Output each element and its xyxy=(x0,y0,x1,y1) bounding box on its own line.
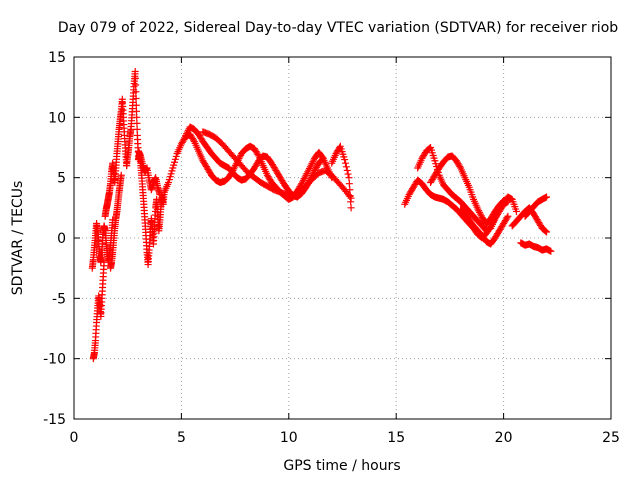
data-point xyxy=(512,207,520,215)
data-point xyxy=(504,212,512,220)
series-seg-late-b xyxy=(414,144,520,235)
y-tick-label: 5 xyxy=(57,171,66,187)
data-point xyxy=(309,158,317,166)
data-point xyxy=(499,198,507,206)
x-tick-label: 15 xyxy=(387,430,405,446)
y-tick-label: -15 xyxy=(43,412,66,428)
y-axis-label: SDTVAR / TECUs xyxy=(10,181,26,296)
series-seg-early-d xyxy=(107,171,125,272)
data-point xyxy=(503,214,511,222)
data-point xyxy=(183,130,191,138)
data-point xyxy=(133,107,141,115)
data-point xyxy=(346,192,354,200)
data-point xyxy=(254,150,262,158)
x-tick-label: 25 xyxy=(602,430,620,446)
series-seg-main-c xyxy=(199,128,355,202)
y-tick-label: 0 xyxy=(57,231,66,247)
x-tick-label: 10 xyxy=(280,430,298,446)
data-point xyxy=(318,155,326,163)
data-point xyxy=(231,163,239,171)
data-point xyxy=(182,131,190,139)
data-point xyxy=(343,166,351,174)
series-seg-dip-upper xyxy=(134,147,164,199)
x-tick-label: 5 xyxy=(177,430,186,446)
data-point xyxy=(319,154,327,162)
data-point xyxy=(341,156,349,164)
data-point xyxy=(541,227,549,235)
data-point xyxy=(133,119,141,127)
data-point xyxy=(345,174,353,182)
x-axis-label: GPS time / hours xyxy=(283,458,400,474)
data-point xyxy=(189,136,197,144)
data-point xyxy=(347,198,355,206)
series-seg-late-c xyxy=(427,152,508,228)
data-point xyxy=(345,180,353,188)
series-seg-main-a xyxy=(160,130,336,203)
series-seg-early-c xyxy=(101,95,131,220)
data-point xyxy=(476,208,484,216)
grid xyxy=(74,57,611,419)
x-tick-label: 0 xyxy=(70,430,79,446)
data-point xyxy=(100,258,108,266)
data-point xyxy=(299,178,307,186)
y-tick-label: 10 xyxy=(48,110,66,126)
data-point xyxy=(305,166,313,174)
data-point xyxy=(342,163,350,171)
data-point xyxy=(301,173,309,181)
data-point xyxy=(302,171,310,179)
data-point xyxy=(542,227,550,235)
x-tick-label: 20 xyxy=(495,430,513,446)
y-tick-label: 15 xyxy=(48,50,66,66)
series-seg-tail-1 xyxy=(328,142,355,212)
data-point xyxy=(476,210,484,218)
series-seg-late-d xyxy=(457,205,512,248)
data-point xyxy=(133,113,141,121)
data-point xyxy=(456,163,464,171)
data-point xyxy=(335,144,343,152)
data-point xyxy=(183,128,191,136)
data-point xyxy=(474,205,482,213)
series-seg-dip xyxy=(134,150,168,269)
data-point xyxy=(307,161,315,169)
data-point xyxy=(132,101,140,109)
data-point xyxy=(132,88,140,96)
data-point xyxy=(347,204,355,212)
chart-title: Day 079 of 2022, Sidereal Day-to-day VTE… xyxy=(58,20,618,36)
data-point xyxy=(308,159,316,167)
data-point xyxy=(131,74,139,82)
data-point xyxy=(344,170,352,178)
y-axis-ticks: -15 -10 -5 0 5 10 15 xyxy=(43,50,611,428)
series-seg-end-c xyxy=(521,193,551,220)
data-point xyxy=(300,175,308,183)
data-point xyxy=(303,170,311,178)
data-point xyxy=(132,81,140,89)
data-points xyxy=(88,67,555,363)
data-point xyxy=(299,176,307,184)
data-point xyxy=(475,207,483,215)
data-point xyxy=(346,186,354,194)
data-point xyxy=(133,125,141,133)
data-point xyxy=(306,163,314,171)
series-seg-end-b xyxy=(517,239,555,255)
data-point xyxy=(132,95,140,103)
series-seg-peak xyxy=(123,67,142,170)
data-point xyxy=(543,228,551,236)
data-point xyxy=(342,159,350,167)
data-point xyxy=(117,171,125,179)
series-seg-early-b xyxy=(89,258,108,363)
data-point xyxy=(500,197,508,205)
data-point xyxy=(305,164,313,172)
data-point xyxy=(547,247,555,255)
data-point xyxy=(543,193,551,201)
x-axis-ticks: 0 5 10 15 20 25 xyxy=(70,57,620,446)
data-point xyxy=(304,168,312,176)
data-point xyxy=(298,180,306,188)
data-point xyxy=(156,191,164,199)
y-tick-label: -10 xyxy=(43,352,66,368)
y-tick-label: -5 xyxy=(52,291,66,307)
data-point xyxy=(131,67,139,75)
